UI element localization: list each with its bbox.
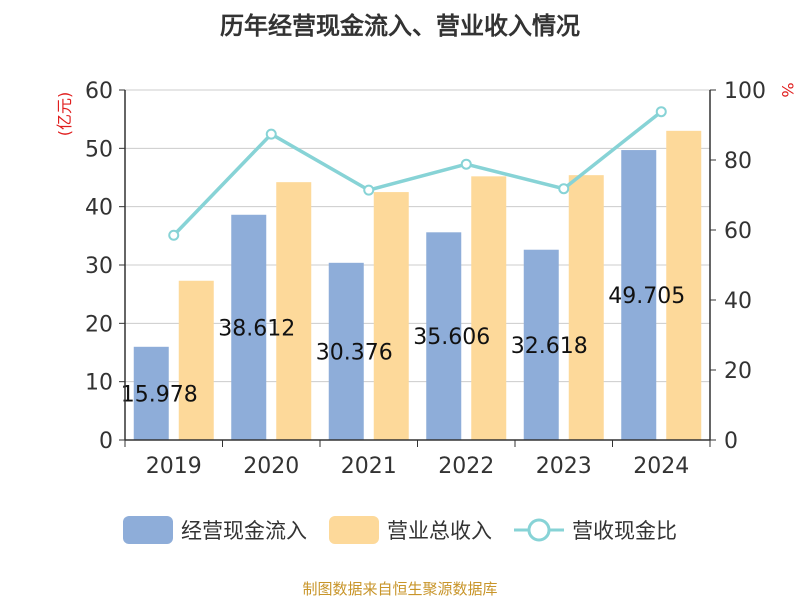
- ratio-point: [460, 158, 472, 170]
- x-axis-tick-label: 2020: [243, 454, 299, 479]
- legend-label-cash-inflow: 经营现金流入: [181, 519, 307, 543]
- ratio-point: [363, 184, 375, 196]
- right-axis-tick-label: 60: [724, 219, 752, 244]
- chart-area: 15.978 38.612 30.376 35.606 32.618 49.705 0 10…: [55, 79, 797, 479]
- left-axis-tick-label: 30: [85, 254, 113, 279]
- x-axis-tick-label: 2022: [438, 454, 494, 479]
- ratio-point: [655, 106, 667, 118]
- ratio-point: [558, 183, 570, 195]
- bar-revenue: [471, 176, 507, 441]
- data-label-cash-inflow: 49.705: [608, 284, 685, 309]
- right-axis-unit-label: %: [778, 82, 797, 97]
- data-label-cash-inflow: 35.606: [413, 325, 490, 350]
- data-label-cash-inflow: 38.612: [218, 316, 295, 341]
- legend-swatch-cash-inflow: [123, 516, 173, 544]
- bar-cash-inflow: [426, 232, 462, 440]
- axes: 0 10 20 30 40 50 60 0 20 40 60 80 100 2019 2020 2021 202…: [85, 79, 766, 479]
- left-axis-tick-label: 40: [85, 196, 113, 221]
- legend-swatch-revenue: [329, 516, 379, 544]
- ratio-line-series: [168, 106, 667, 241]
- right-axis-tick-label: 80: [724, 149, 752, 174]
- data-label-cash-inflow: 30.376: [316, 340, 393, 365]
- source-footer: 制图数据来自恒生聚源数据库: [302, 580, 498, 598]
- legend: 经营现金流入 营业总收入 营收现金比: [0, 515, 800, 545]
- gridlines: [125, 89, 710, 383]
- x-axis-tick-label: 2024: [633, 454, 689, 479]
- legend-swatch-ratio: [514, 518, 564, 542]
- bar-series: [133, 130, 702, 441]
- bar-cash-inflow: [621, 150, 657, 440]
- ratio-line: [172, 110, 663, 237]
- right-axis-tick-label: 100: [724, 79, 766, 104]
- data-label-cash-inflow: 15.978: [121, 382, 198, 407]
- bar-cash-inflow: [133, 346, 169, 440]
- left-axis-tick-label: 0: [99, 429, 113, 454]
- bar-revenue: [178, 280, 214, 440]
- ratio-point: [168, 229, 180, 241]
- legend-label-ratio: 营收现金比: [572, 519, 677, 543]
- data-labels: 15.978 38.612 30.376 35.606 32.618 49.705: [121, 284, 685, 407]
- chart-title: 历年经营现金流入、营业收入情况: [220, 12, 580, 40]
- bar-cash-inflow: [328, 262, 364, 440]
- ratio-point: [265, 128, 277, 140]
- data-label-cash-inflow: 32.618: [511, 334, 588, 359]
- left-axis-tick-label: 20: [85, 312, 113, 337]
- legend-label-revenue: 营业总收入: [387, 519, 492, 543]
- bar-revenue: [373, 192, 409, 440]
- legend-item-revenue[interactable]: 营业总收入: [329, 515, 492, 545]
- x-axis-tick-label: 2021: [341, 454, 397, 479]
- left-axis-tick-label: 60: [85, 79, 113, 104]
- right-axis-tick-label: 0: [724, 429, 738, 454]
- right-axis-tick-label: 20: [724, 359, 752, 384]
- bar-cash-inflow: [523, 249, 559, 440]
- bar-revenue: [568, 175, 604, 440]
- bar-revenue: [276, 182, 312, 440]
- left-axis-tick-label: 10: [85, 371, 113, 396]
- x-axis-tick-label: 2023: [536, 454, 592, 479]
- legend-item-cash-inflow[interactable]: 经营现金流入: [123, 515, 307, 545]
- x-axis-tick-label: 2019: [146, 454, 202, 479]
- left-axis-unit-label: (亿元): [55, 92, 74, 137]
- left-axis-tick-label: 50: [85, 137, 113, 162]
- bar-cash-inflow: [231, 214, 267, 440]
- right-axis-tick-label: 40: [724, 289, 752, 314]
- bar-revenue: [666, 130, 702, 441]
- legend-item-ratio[interactable]: 营收现金比: [514, 515, 677, 545]
